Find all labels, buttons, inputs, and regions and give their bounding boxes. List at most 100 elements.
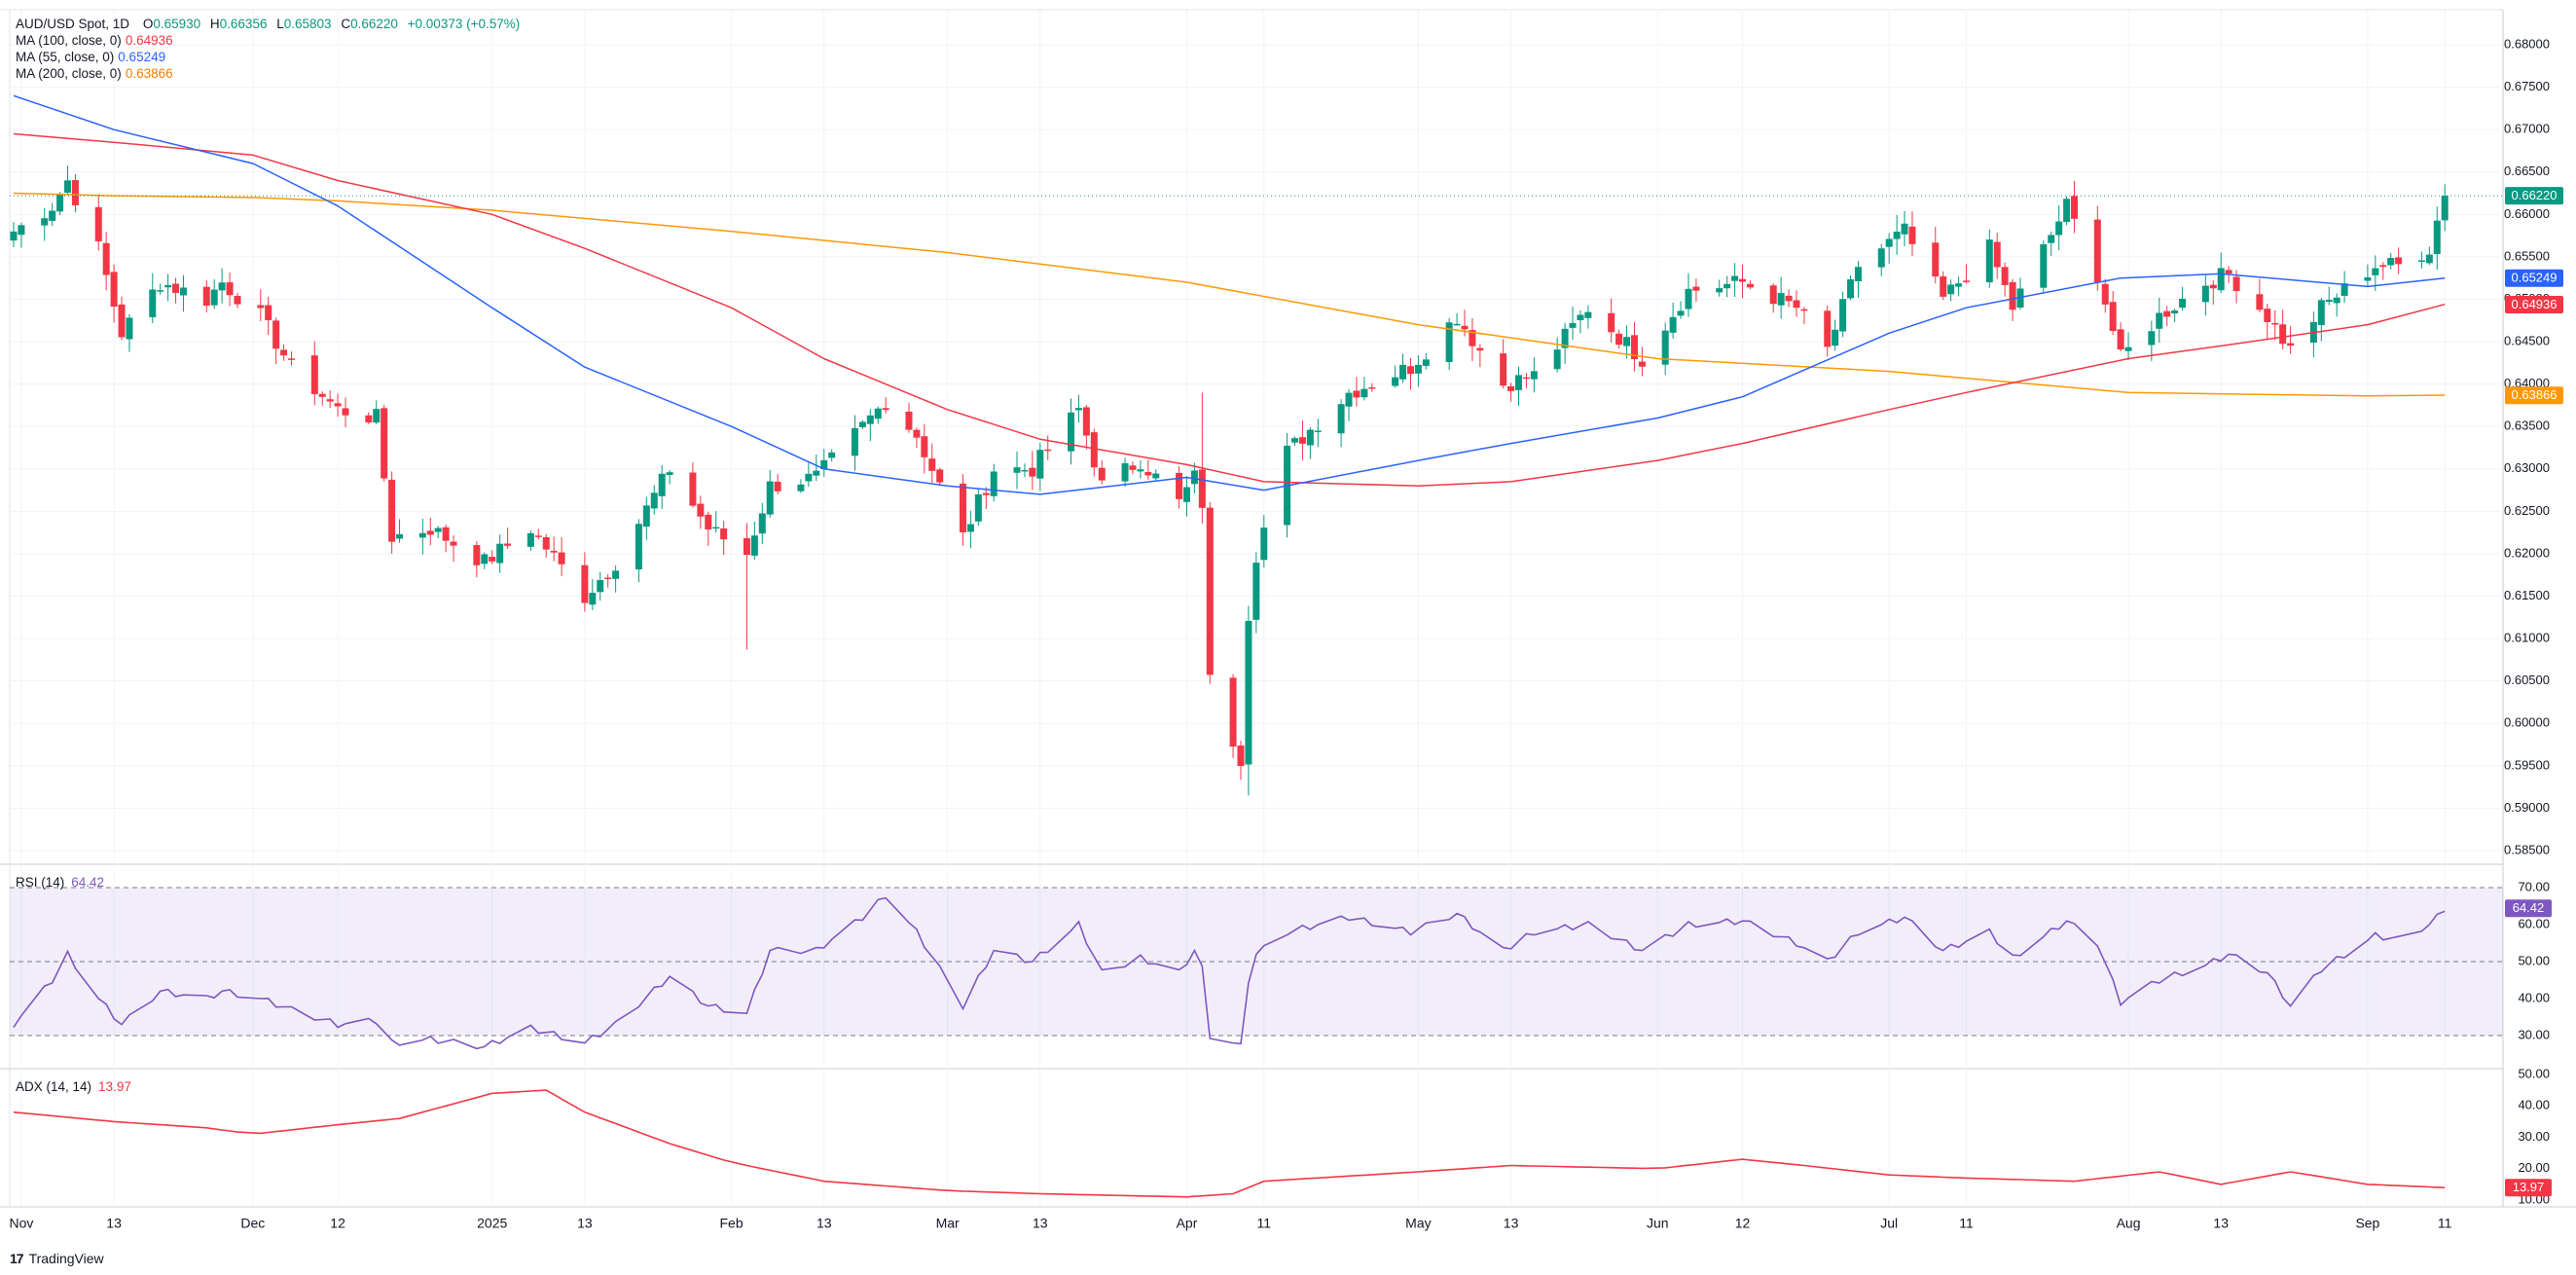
candle-body [272, 320, 280, 349]
candle-body [1090, 432, 1098, 468]
ma200-legend[interactable]: MA (200, close, 0) 0.63866 [16, 65, 173, 82]
candle-body [1245, 620, 1252, 765]
candle-body [1793, 300, 1800, 309]
tradingview-branding[interactable]: 17 TradingView [10, 1251, 104, 1266]
price-tick-label: 0.64500 [2504, 333, 2550, 347]
candle-body [858, 421, 866, 427]
candle-body [1445, 322, 1453, 363]
rsi-tick-label: 50.00 [2518, 953, 2550, 967]
adx-legend[interactable]: ADX (14, 14) 13.97 [16, 1078, 131, 1095]
candle-body [743, 537, 750, 556]
ma55-legend-label: MA (55, close, 0) [16, 50, 115, 64]
candle-body [1739, 278, 1747, 282]
candle-body [604, 577, 612, 579]
price-tick-label: 0.59000 [2504, 800, 2550, 815]
symbol-title[interactable]: AUD/USD Spot, 1D [16, 17, 130, 31]
candle-body [1044, 449, 1052, 452]
time-tick-label: Feb [720, 1216, 744, 1231]
candle-body [388, 479, 396, 542]
adx-tick-label: 20.00 [2518, 1160, 2550, 1175]
candle-body [1190, 470, 1198, 485]
symbol-header: AUD/USD Spot, 1D O0.65930 H0.66356 L0.65… [16, 16, 520, 32]
candle-body [828, 452, 836, 458]
candle-body [1021, 469, 1029, 472]
price-tick-label: 0.67500 [2504, 79, 2550, 93]
candle-body [202, 286, 210, 307]
candle-body [1615, 333, 1623, 346]
price-tag [2505, 386, 2563, 405]
adx-tick-label: 40.00 [2518, 1098, 2550, 1112]
candle-body [2071, 196, 2079, 219]
candle-body [18, 225, 25, 236]
ma55-legend-value: 0.65249 [118, 50, 166, 64]
time-tick-label: Aug [2117, 1216, 2141, 1231]
candle-body [1129, 465, 1137, 470]
candle-body [1847, 278, 1855, 299]
candle-body [1731, 275, 1739, 281]
candle-body [179, 287, 187, 296]
candle-body [1901, 223, 1908, 235]
candle-body [1074, 408, 1082, 411]
candle-body [64, 180, 72, 194]
ma200-legend-value: 0.63866 [125, 66, 173, 81]
candle-body [1198, 469, 1206, 508]
candle-body [1561, 328, 1569, 348]
candle-body [959, 483, 966, 532]
high-label: H [209, 17, 220, 31]
time-tick-label: 11 [1959, 1216, 1974, 1231]
candle-body [365, 415, 373, 423]
candle-body [1522, 377, 1530, 380]
candle-body [1908, 226, 1916, 244]
candle-body [1137, 469, 1144, 472]
candle-body [1036, 450, 1044, 479]
change-value: +0.00373 (+0.57%) [407, 17, 521, 31]
candle-body [805, 473, 813, 482]
time-tick-label: May [1405, 1216, 1431, 1231]
candle-body [658, 473, 666, 496]
candle-body [1237, 745, 1245, 766]
ma55-legend[interactable]: MA (55, close, 0) 0.65249 [16, 49, 165, 65]
price-tick-label: 0.65500 [2504, 248, 2550, 263]
candle-body [2317, 300, 2325, 326]
price-tag-label: 0.64936 [2512, 297, 2558, 311]
candle-body [1608, 312, 1615, 333]
ma100-line [13, 132, 2446, 487]
candle-body [1832, 329, 1839, 346]
candle-body [442, 527, 450, 541]
candle-body [56, 194, 64, 212]
candle-body [1469, 330, 1476, 346]
candle-body [1716, 288, 1723, 293]
close-label: C [341, 17, 351, 31]
candle-body [210, 289, 218, 306]
price-tick-label: 0.59500 [2504, 757, 2550, 772]
candle-body [2209, 284, 2217, 289]
high-value: 0.66356 [219, 17, 268, 31]
price-tick-label: 0.62500 [2504, 503, 2550, 518]
candle-body [1082, 407, 1090, 436]
candle-body [820, 459, 828, 470]
candle-body [218, 282, 226, 291]
candle-body [2232, 276, 2240, 291]
candle-body [1182, 487, 1190, 502]
candle-body [1893, 232, 1901, 239]
candle-body [797, 484, 805, 492]
candle-body [1029, 467, 1036, 477]
candle-body [650, 492, 658, 509]
adx-tick-label: 50.00 [2518, 1066, 2550, 1080]
ma100-legend[interactable]: MA (100, close, 0) 0.64936 [16, 32, 173, 49]
candle-body [489, 557, 496, 562]
candle-body [2387, 258, 2395, 266]
candle-body [2063, 199, 2071, 223]
candle-body [1854, 267, 1862, 282]
price-tick-label: 0.58500 [2504, 842, 2550, 856]
candle-body [1229, 677, 1237, 747]
candle-body [1824, 310, 1832, 347]
candle-body [1361, 388, 1368, 398]
price-tick-label: 0.63000 [2504, 460, 2550, 475]
candle-body [866, 415, 874, 424]
candle-body [2271, 322, 2279, 325]
rsi-legend[interactable]: RSI (14) 64.42 [16, 874, 104, 891]
candle-body [2441, 196, 2449, 221]
rsi-line [13, 896, 2446, 1050]
candle-body [1337, 404, 1345, 434]
